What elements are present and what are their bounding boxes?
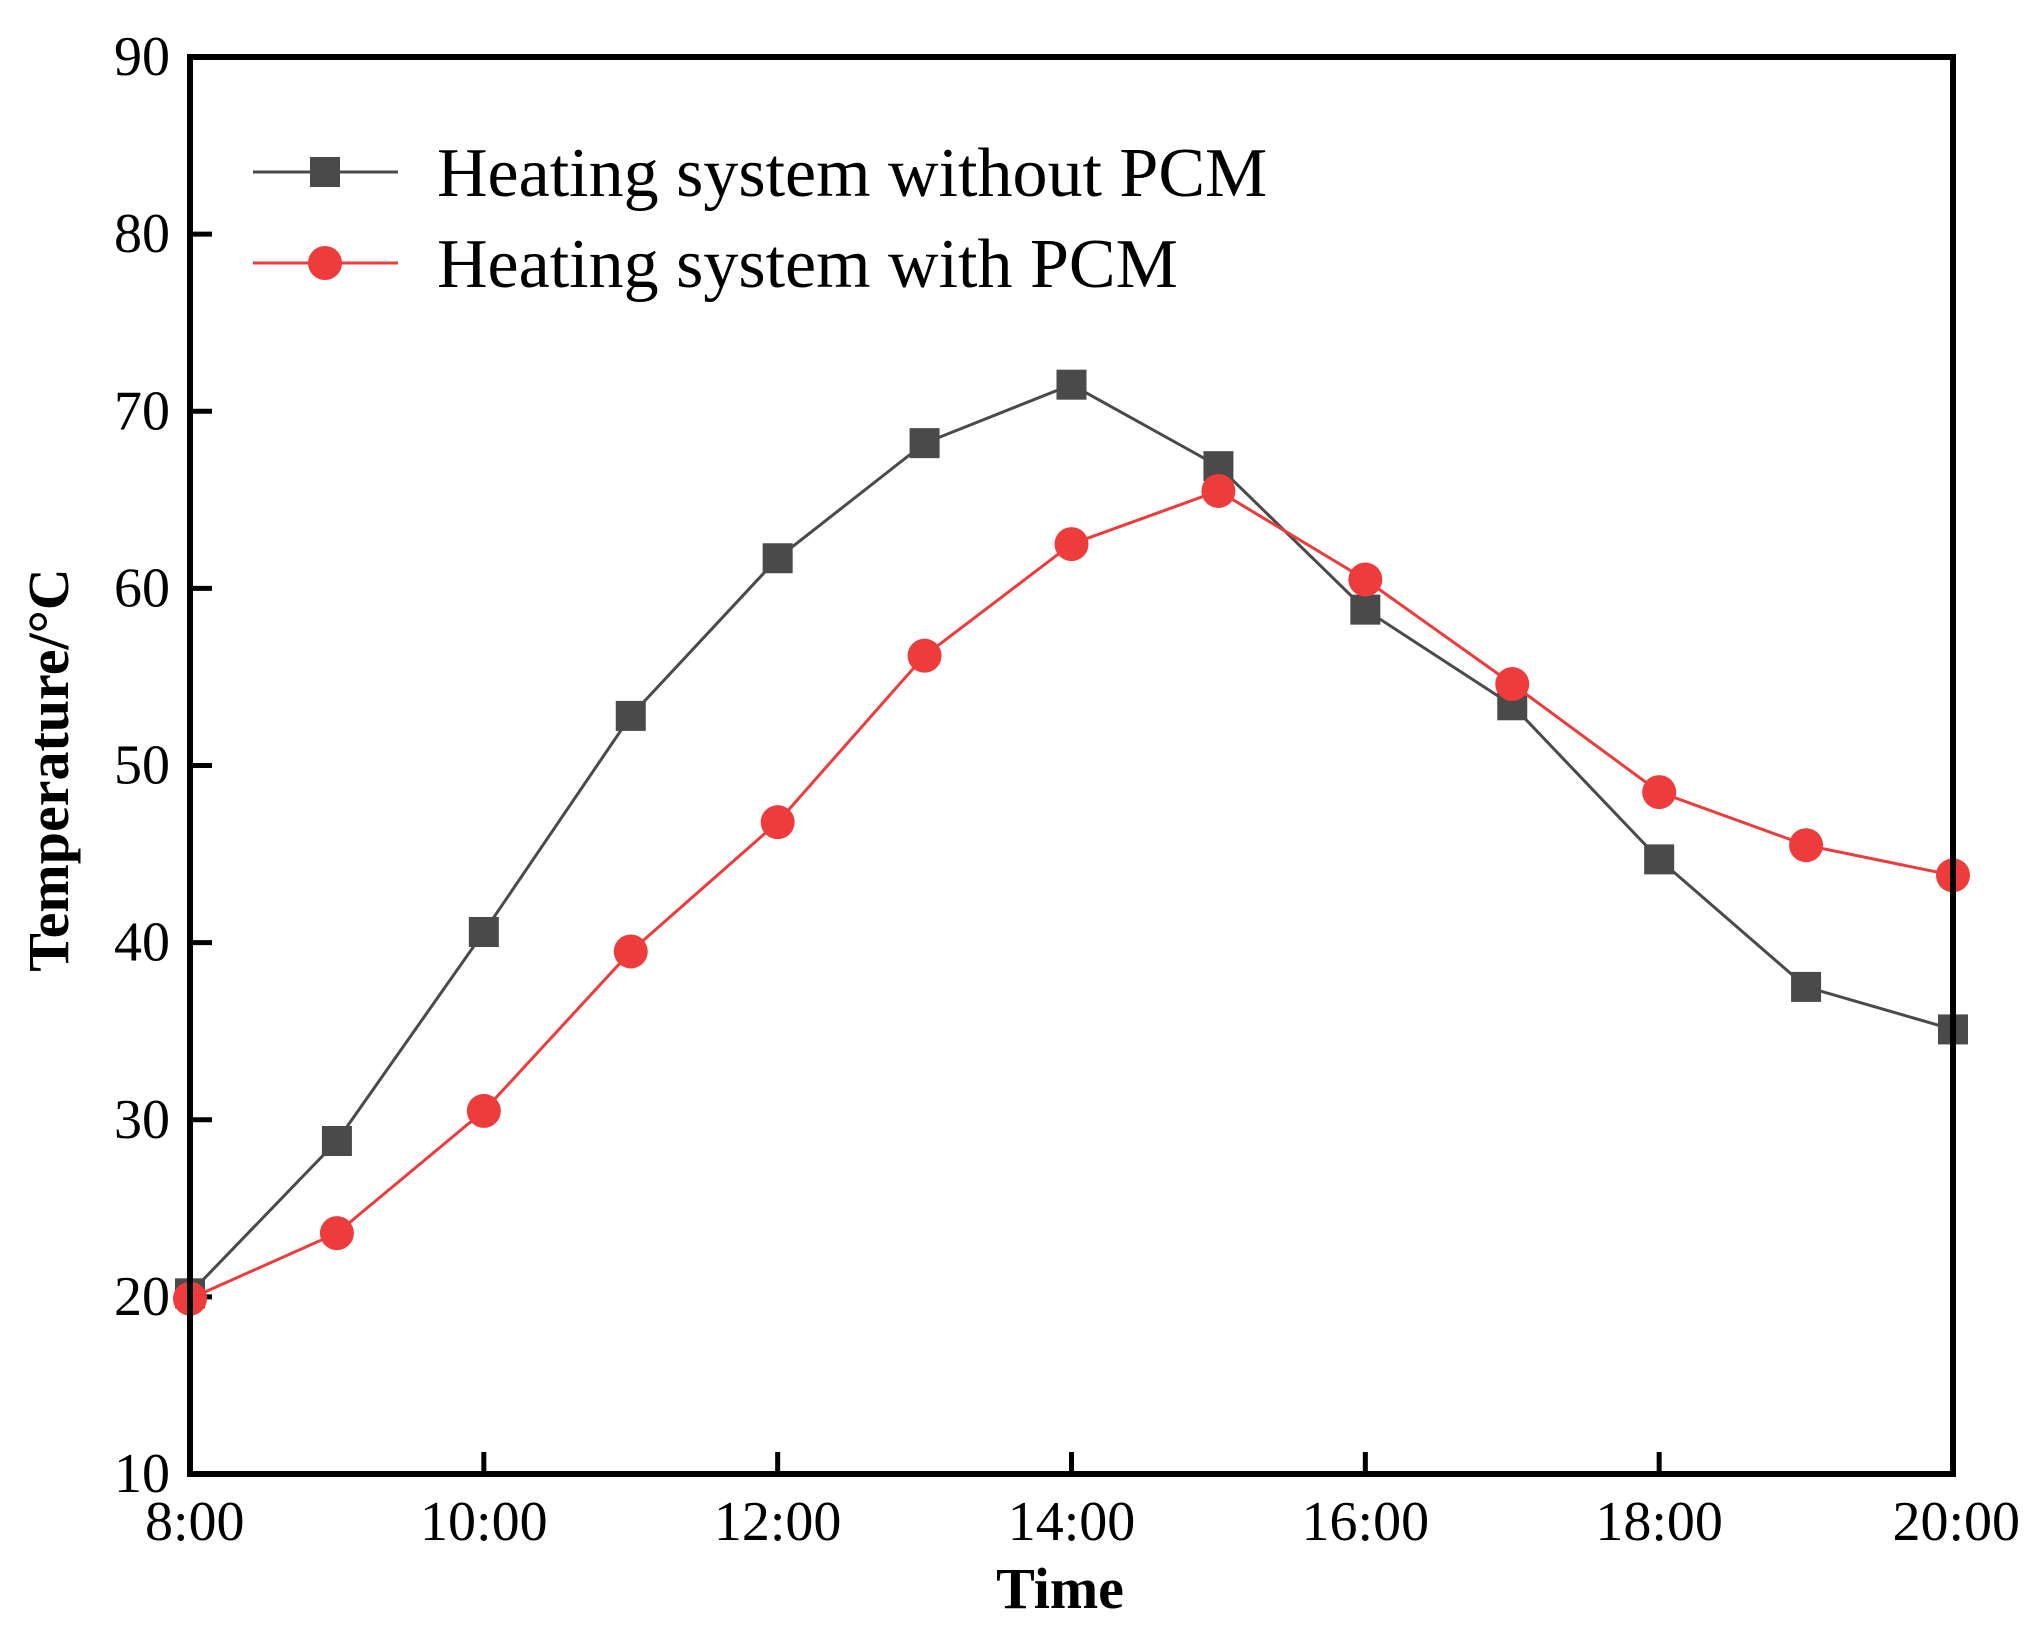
x-tick-label: 18:00 bbox=[1595, 1491, 1723, 1553]
y-tick-label: 80 bbox=[114, 203, 170, 265]
y-tick-label: 20 bbox=[114, 1266, 170, 1328]
x-axis-title: Time bbox=[996, 1556, 1124, 1621]
plot-frame bbox=[187, 54, 1956, 1477]
data-point-without-pcm bbox=[1791, 971, 1822, 1002]
data-point-without-pcm bbox=[468, 916, 499, 947]
x-tick-label: 8:00 bbox=[145, 1491, 245, 1553]
legend-label-2: Heating system with PCM bbox=[437, 226, 1178, 303]
series-line-2 bbox=[189, 489, 1954, 1301]
y-axis-title: Temperature/°C bbox=[16, 568, 81, 971]
data-point-with-pcm bbox=[466, 1093, 501, 1128]
x-tick-label: 14:00 bbox=[1008, 1491, 1136, 1553]
data-point-with-pcm bbox=[1642, 775, 1677, 810]
data-point-without-pcm bbox=[615, 700, 646, 731]
data-point-with-pcm bbox=[1201, 473, 1236, 508]
data-point-with-pcm bbox=[760, 805, 795, 840]
data-point-with-pcm bbox=[907, 638, 942, 673]
data-point-with-pcm bbox=[319, 1216, 354, 1251]
legend-label-1: Heating system without PCM bbox=[437, 135, 1267, 212]
legend-marker-square bbox=[310, 157, 340, 187]
data-point-without-pcm bbox=[762, 543, 793, 574]
x-tick-label: 10:00 bbox=[420, 1491, 548, 1553]
legend: Heating system without PCM Heating system… bbox=[253, 135, 1267, 303]
data-point-with-pcm bbox=[613, 934, 648, 969]
axis-layer: 10 20 30 40 50 60 70 80 90 8:00 10:00 12:00 14:00 16:… bbox=[114, 26, 2020, 1553]
data-point-with-pcm bbox=[1054, 527, 1089, 562]
y-tick-label: 40 bbox=[114, 912, 170, 974]
series-line-1 bbox=[188, 383, 1954, 1295]
legend-marker-circle bbox=[308, 246, 342, 280]
y-tick-label: 50 bbox=[114, 735, 170, 797]
data-point-without-pcm bbox=[321, 1126, 352, 1157]
data-point-without-pcm bbox=[1056, 369, 1087, 400]
y-tick-label: 10 bbox=[114, 1443, 170, 1505]
series-layer bbox=[173, 369, 1970, 1316]
y-tick-label: 30 bbox=[114, 1089, 170, 1151]
data-point-with-pcm bbox=[1348, 562, 1383, 597]
x-tick-label: 12:00 bbox=[714, 1491, 842, 1553]
data-point-without-pcm bbox=[1350, 594, 1381, 625]
data-point-without-pcm bbox=[909, 428, 940, 459]
x-tick-label: 20:00 bbox=[1892, 1491, 2020, 1553]
y-tick-label: 90 bbox=[114, 26, 170, 88]
y-tick-label: 70 bbox=[114, 380, 170, 442]
data-point-without-pcm bbox=[1644, 844, 1675, 875]
data-point-with-pcm bbox=[1495, 667, 1530, 702]
data-point-with-pcm bbox=[1789, 828, 1824, 863]
x-tick-label: 16:00 bbox=[1302, 1491, 1430, 1553]
y-tick-label: 60 bbox=[114, 557, 170, 619]
